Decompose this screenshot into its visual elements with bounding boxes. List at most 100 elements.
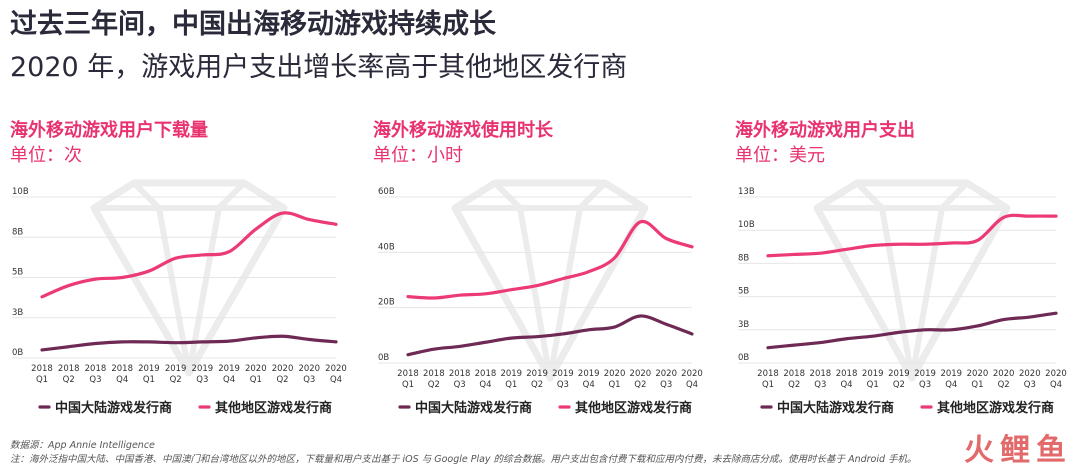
x-tick-label-year: 2020 — [630, 369, 652, 379]
legend-label-china: 中国大陆游戏发行商 — [777, 400, 894, 416]
x-tick-label-year: 2019 — [138, 364, 160, 374]
series-line-china — [40, 334, 338, 352]
x-tick-label-year: 2020 — [298, 364, 320, 374]
x-tick-label-quarter: Q4 — [686, 380, 698, 390]
x-tick-label-year: 2019 — [218, 364, 240, 374]
panel-title-downloads: 海外移动游戏用户下载量 — [10, 120, 208, 141]
x-tick-label-quarter: Q2 — [170, 375, 182, 385]
series-line-other — [406, 219, 694, 300]
page-title: 过去三年间，中国出海移动游戏持续成长 — [10, 9, 496, 40]
diamond-watermark-facet — [131, 180, 247, 376]
page-subtitle: 2020 年，游戏用户支出增长率高于其他地区发行商 — [10, 52, 628, 83]
x-tick-label-quarter: Q4 — [330, 375, 342, 385]
y-tick-label: 5B — [12, 268, 23, 278]
x-tick-label-quarter: Q1 — [971, 380, 983, 390]
x-tick-label-quarter: Q4 — [116, 375, 128, 385]
x-tick-label-year: 2019 — [578, 369, 600, 379]
x-tick-label-quarter: Q1 — [762, 380, 774, 390]
y-tick-label: 0B — [378, 353, 389, 363]
y-tick-label: 0B — [12, 348, 23, 358]
x-tick-label-quarter: Q1 — [608, 380, 620, 390]
y-tick-label: 20B — [378, 298, 395, 308]
x-tick-label-year: 2020 — [993, 369, 1015, 379]
x-tick-label-year: 2020 — [325, 364, 347, 374]
panel-title-time: 海外移动游戏使用时长 — [373, 120, 553, 141]
x-tick-label-year: 2020 — [1045, 369, 1067, 379]
x-tick-label-quarter: Q3 — [1024, 380, 1036, 390]
x-tick-label-quarter: Q2 — [998, 380, 1010, 390]
x-tick-label-year: 2019 — [940, 369, 962, 379]
x-tick-label-year: 2018 — [85, 364, 107, 374]
x-tick-label-year: 2019 — [888, 369, 910, 379]
x-tick-label-quarter: Q1 — [143, 375, 155, 385]
x-tick-label-quarter: Q4 — [479, 380, 491, 390]
series-line-china — [766, 311, 1058, 350]
x-tick-label-year: 2020 — [1019, 369, 1041, 379]
x-tick-label-year: 2020 — [604, 369, 626, 379]
x-tick-label-quarter: Q2 — [63, 375, 75, 385]
x-tick-label-quarter: Q3 — [557, 380, 569, 390]
x-tick-label-quarter: Q1 — [250, 375, 262, 385]
panel-unit-spend: 单位：美元 — [735, 145, 825, 166]
x-tick-label-quarter: Q2 — [276, 375, 288, 385]
x-tick-label-quarter: Q3 — [919, 380, 931, 390]
x-tick-label-quarter: Q1 — [867, 380, 879, 390]
legend-label-china: 中国大陆游戏发行商 — [415, 400, 532, 416]
x-tick-label-year: 2020 — [681, 369, 703, 379]
y-tick-label: 3B — [738, 320, 749, 330]
x-tick-label-quarter: Q2 — [788, 380, 800, 390]
x-tick-label-quarter: Q4 — [945, 380, 957, 390]
y-tick-label: 10B — [738, 220, 755, 230]
x-tick-label-quarter: Q2 — [531, 380, 543, 390]
diamond-watermark-icon — [451, 179, 649, 382]
x-tick-label-year: 2018 — [475, 369, 497, 379]
footnote: 注：海外泛指中国大陆、中国香港、中国澳门和台湾地区以外的地区，下载量和用户支出基… — [10, 454, 917, 465]
diamond-watermark-icon — [90, 179, 288, 377]
x-tick-label-quarter: Q3 — [454, 380, 466, 390]
series-line-other — [766, 213, 1058, 258]
x-tick-label-year: 2019 — [552, 369, 574, 379]
series-line-other — [40, 211, 338, 299]
x-tick-label-quarter: Q3 — [89, 375, 101, 385]
diamond-watermark-facet — [854, 180, 970, 381]
x-tick-label-year: 2018 — [757, 369, 779, 379]
x-tick-label-year: 2019 — [192, 364, 214, 374]
x-tick-label-year: 2019 — [862, 369, 884, 379]
x-tick-label-quarter: Q4 — [223, 375, 235, 385]
y-tick-label: 13B — [738, 187, 755, 197]
x-tick-label-quarter: Q2 — [634, 380, 646, 390]
x-tick-label-quarter: Q3 — [660, 380, 672, 390]
x-tick-label-year: 2018 — [31, 364, 53, 374]
diamond-watermark-icon — [813, 179, 1011, 382]
y-tick-label: 40B — [378, 242, 395, 252]
panel-unit-downloads: 单位：次 — [10, 145, 82, 166]
x-tick-label-quarter: Q3 — [303, 375, 315, 385]
x-tick-label-year: 2018 — [58, 364, 80, 374]
x-tick-label-quarter: Q2 — [428, 380, 440, 390]
panel-unit-time: 单位：小时 — [373, 145, 463, 166]
x-tick-label-year: 2020 — [967, 369, 989, 379]
x-tick-label-year: 2018 — [423, 369, 445, 379]
x-tick-label-quarter: Q4 — [1050, 380, 1062, 390]
y-tick-label: 5B — [738, 287, 749, 297]
panel-title-spend: 海外移动游戏用户支出 — [735, 120, 915, 141]
x-tick-label-year: 2018 — [836, 369, 858, 379]
y-tick-label: 8B — [738, 253, 749, 263]
x-tick-label-year: 2018 — [783, 369, 805, 379]
x-tick-label-quarter: Q2 — [893, 380, 905, 390]
x-tick-label-quarter: Q3 — [814, 380, 826, 390]
x-tick-label-quarter: Q1 — [505, 380, 517, 390]
x-tick-label-year: 2018 — [449, 369, 471, 379]
legend-label-other: 其他地区游戏发行商 — [937, 400, 1054, 416]
diamond-watermark-facet — [492, 180, 608, 381]
series-line-china — [406, 314, 694, 357]
legend-label-china: 中国大陆游戏发行商 — [55, 400, 172, 416]
x-tick-label-year: 2019 — [165, 364, 187, 374]
x-tick-label-year: 2018 — [810, 369, 832, 379]
legend-label-other: 其他地区游戏发行商 — [575, 400, 692, 416]
x-tick-label-quarter: Q4 — [840, 380, 852, 390]
x-tick-label-year: 2019 — [500, 369, 522, 379]
x-tick-label-year: 2020 — [655, 369, 677, 379]
x-tick-label-quarter: Q4 — [583, 380, 595, 390]
